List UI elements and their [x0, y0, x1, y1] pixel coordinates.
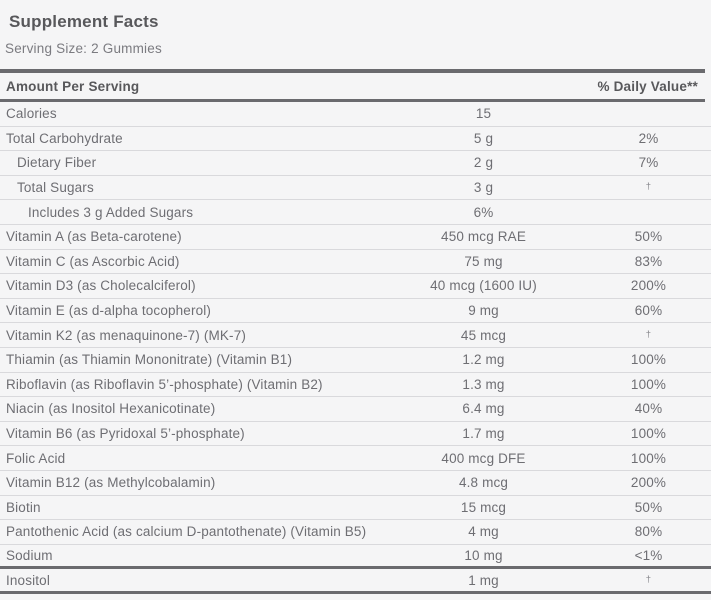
serving-size: Serving Size: 2 Gummies	[5, 41, 162, 56]
nutrient-daily-value: 200%	[630, 278, 667, 294]
nutrient-row: Includes 3 g Added Sugars 6%	[0, 200, 711, 225]
nutrient-name: Vitamin D3 (as Cholecalciferol)	[6, 278, 196, 294]
nutrient-name: Vitamin B12 (as Methylcobalamin)	[6, 475, 216, 491]
divider-thick-top	[0, 69, 705, 73]
nutrient-row: Total Carbohydrate 5 g 2%	[0, 127, 711, 152]
nutrient-rows: Calories 15 Total Carbohydrate 5 g 2% Di…	[0, 102, 711, 594]
panel-title: Supplement Facts	[9, 12, 159, 31]
nutrient-name: Vitamin A (as Beta-carotene)	[6, 229, 182, 245]
nutrient-name: Total Carbohydrate	[6, 130, 123, 146]
nutrient-daily-value: 100%	[630, 376, 667, 392]
nutrient-name: Folic Acid	[6, 450, 66, 466]
nutrient-daily-value: 80%	[634, 524, 663, 540]
nutrient-daily-value: 60%	[634, 303, 663, 319]
dagger-footnote-mark: †	[645, 573, 652, 585]
nutrient-row: Total Sugars 3 g †	[0, 176, 711, 201]
nutrient-daily-value: 40%	[634, 401, 663, 417]
nutrient-daily-value: †	[586, 328, 711, 343]
nutrient-name: Dietary Fiber	[17, 155, 97, 171]
nutrient-amount: 5 g	[473, 130, 494, 146]
nutrient-amount: 6.4 mg	[462, 401, 505, 417]
nutrient-name: Inositol	[6, 572, 50, 588]
nutrient-row: Niacin (as Inositol Hexanicotinate) 6.4 …	[0, 397, 711, 422]
nutrient-row: Vitamin C (as Ascorbic Acid) 75 mg 83%	[0, 250, 711, 275]
nutrient-row: Vitamin B12 (as Methylcobalamin) 4.8 mcg…	[0, 471, 711, 496]
nutrient-amount: 9 mg	[468, 303, 499, 319]
nutrient-row: Calories 15	[0, 102, 711, 127]
nutrient-name: Includes 3 g Added Sugars	[28, 204, 194, 220]
nutrient-daily-value: 2%	[638, 130, 659, 146]
nutrient-row: Vitamin A (as Beta-carotene) 450 mcg RAE…	[0, 225, 711, 250]
nutrient-daily-value: 200%	[630, 475, 667, 491]
nutrient-daily-value: 50%	[634, 229, 663, 245]
nutrient-row: Inositol 1 mg †	[0, 569, 711, 594]
nutrient-amount: 3 g	[473, 180, 494, 196]
nutrient-name: Vitamin K2 (as menaquinone-7) (MK-7)	[6, 327, 247, 343]
nutrient-amount: 1.2 mg	[462, 352, 505, 368]
nutrient-daily-value: 100%	[630, 426, 667, 442]
nutrient-row: Biotin 15 mcg 50%	[0, 496, 711, 521]
nutrient-row: Dietary Fiber 2 g 7%	[0, 151, 711, 176]
nutrient-daily-value: 100%	[630, 352, 667, 368]
nutrient-daily-value: <1%	[634, 547, 663, 563]
nutrient-amount: 15 mcg	[460, 499, 507, 515]
dagger-footnote-mark: †	[645, 328, 652, 340]
nutrient-amount: 45 mcg	[460, 327, 507, 343]
nutrient-name: Vitamin B6 (as Pyridoxal 5’-phosphate)	[6, 426, 245, 442]
nutrient-row: Riboflavin (as Riboflavin 5’-phosphate) …	[0, 373, 711, 398]
nutrient-daily-value: †	[586, 573, 711, 588]
nutrient-amount: 75 mg	[464, 253, 503, 269]
nutrient-daily-value: 83%	[634, 253, 663, 269]
nutrient-row: Sodium 10 mg <1%	[0, 545, 711, 570]
dagger-footnote-mark: †	[645, 181, 652, 193]
nutrient-daily-value: 7%	[638, 155, 659, 171]
nutrient-daily-value: 50%	[634, 499, 663, 515]
nutrient-name: Calories	[6, 106, 57, 122]
nutrient-amount: 1.3 mg	[462, 376, 505, 392]
nutrient-amount: 2 g	[473, 155, 494, 171]
nutrient-row: Vitamin B6 (as Pyridoxal 5’-phosphate) 1…	[0, 422, 711, 447]
nutrient-row: Pantothenic Acid (as calcium D-pantothen…	[0, 520, 711, 545]
nutrient-row: Vitamin K2 (as menaquinone-7) (MK-7) 45 …	[0, 323, 711, 348]
nutrient-amount: 1 mg	[468, 572, 499, 588]
divider-thick-under-header	[0, 99, 705, 102]
nutrient-row: Folic Acid 400 mcg DFE 100%	[0, 446, 711, 471]
nutrient-name: Sodium	[6, 547, 53, 563]
nutrient-row: Thiamin (as Thiamin Mononitrate) (Vitami…	[0, 348, 711, 373]
nutrient-amount: 15	[475, 106, 492, 122]
nutrient-name: Vitamin E (as d-alpha tocopherol)	[6, 303, 212, 319]
nutrient-name: Riboflavin (as Riboflavin 5’-phosphate) …	[6, 376, 323, 392]
nutrient-amount: 450 mcg RAE	[441, 229, 526, 245]
nutrient-name: Biotin	[6, 499, 41, 515]
nutrient-name: Total Sugars	[17, 180, 94, 196]
nutrient-name: Pantothenic Acid (as calcium D-pantothen…	[6, 524, 367, 540]
nutrient-daily-value: 100%	[630, 450, 667, 466]
nutrient-amount: 10 mg	[464, 547, 503, 563]
nutrient-amount: 1.7 mg	[462, 426, 505, 442]
nutrient-row: Vitamin D3 (as Cholecalciferol) 40 mcg (…	[0, 274, 711, 299]
nutrient-daily-value: †	[586, 180, 711, 195]
nutrient-amount: 4.8 mcg	[458, 475, 509, 491]
nutrient-name: Thiamin (as Thiamin Mononitrate) (Vitami…	[6, 352, 293, 368]
nutrient-amount: 400 mcg DFE	[441, 450, 526, 466]
nutrient-amount: 6%	[473, 204, 494, 220]
column-header-row: Amount Per Serving % Daily Value**	[0, 73, 705, 99]
daily-value-column-header: % Daily Value**	[597, 78, 698, 94]
nutrient-row: Vitamin E (as d-alpha tocopherol) 9 mg 6…	[0, 299, 711, 324]
nutrient-name: Vitamin C (as Ascorbic Acid)	[6, 253, 180, 269]
nutrient-name: Niacin (as Inositol Hexanicotinate)	[6, 401, 216, 417]
nutrient-amount: 40 mcg (1600 IU)	[430, 278, 537, 294]
amount-column-header: Amount Per Serving	[6, 78, 140, 94]
nutrient-amount: 4 mg	[468, 524, 499, 540]
